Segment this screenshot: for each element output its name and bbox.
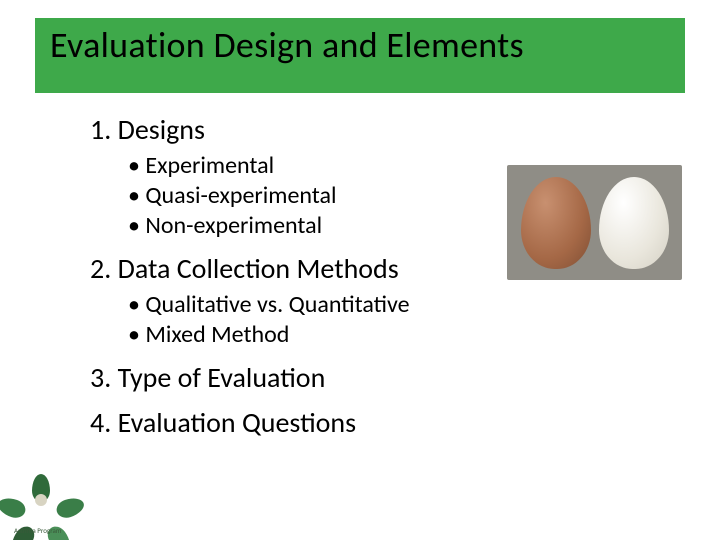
heading-eval-questions: 4. Evaluation Questions: [90, 405, 650, 440]
heading-designs: 1. Designs: [90, 112, 650, 147]
egg-photo: [507, 165, 682, 280]
bullets-data-collection: Qualitative vs. Quantitative Mixed Metho…: [128, 290, 650, 350]
logo-center: [35, 494, 47, 506]
logo-petal: [54, 495, 86, 521]
logo-petal: [0, 495, 28, 521]
heading-type-of-eval: 3. Type of Evaluation: [90, 360, 650, 395]
slide-title: Evaluation Design and Elements: [50, 23, 524, 67]
bullet-item: Qualitative vs. Quantitative: [128, 290, 650, 320]
logo-label: Asthma Program: [14, 527, 61, 534]
slide: Evaluation Design and Elements 1. Design…: [0, 0, 720, 540]
bullet-item: Mixed Method: [128, 320, 650, 350]
program-logo: Asthma Program: [6, 470, 78, 534]
